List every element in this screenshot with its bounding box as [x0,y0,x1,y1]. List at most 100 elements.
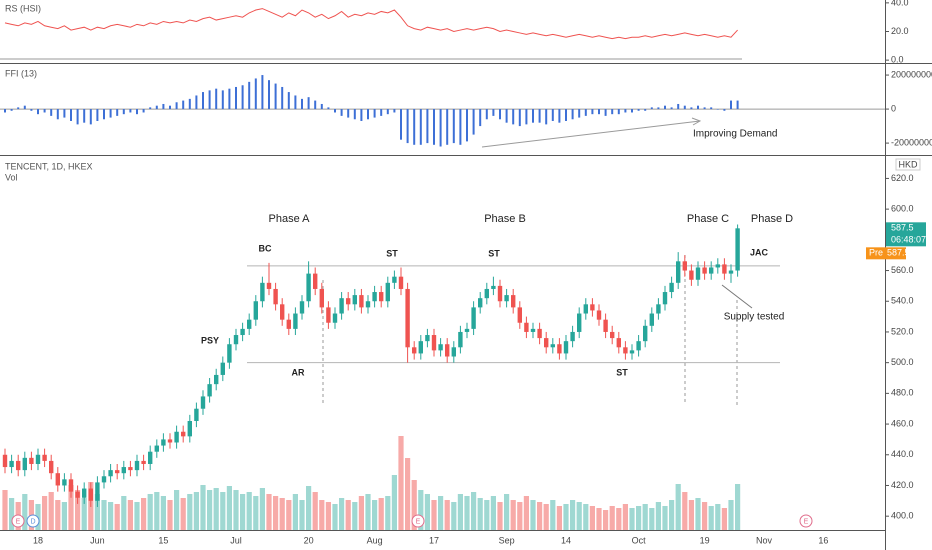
volume-bar [200,485,206,530]
volume-bar [523,496,529,530]
x-tick-label: Jun [90,535,105,545]
ffi-bar [505,109,508,123]
candle-body [478,298,483,308]
annotation: ST [488,248,500,258]
annotation: Improving Demand [693,129,777,140]
volume-bar [160,496,166,530]
volume-bar [319,500,325,530]
volume-bar [655,502,661,530]
volume-bar [735,484,741,530]
volume-bar [662,506,668,530]
ffi-bar [76,109,79,125]
candle-body [207,384,212,397]
candle-body [676,261,681,283]
volume-bar [180,498,186,530]
candle-body [134,460,140,471]
volume-bar [127,500,133,530]
candle-body [709,267,714,274]
volume-bar [708,506,714,530]
volume-bar [616,508,622,530]
candle-body [524,322,529,332]
ffi-bar [512,109,515,125]
volume-bar [636,506,642,530]
currency: HKD [898,159,918,169]
event-label: D [30,518,35,525]
candle-body [273,288,278,305]
volume-bar [193,492,199,530]
event-icon [11,514,25,528]
volume-bar [134,502,140,530]
volume-bar [715,504,721,530]
candle-body [458,331,463,348]
volume-bar [629,508,635,530]
volume-bar [48,492,54,530]
ffi-bar [228,88,231,110]
volume-bar [398,436,404,530]
candle-body [220,362,225,375]
volume-bar [431,500,437,530]
premarket-price: 587.5 [887,248,910,258]
event-label: E [804,518,809,525]
ffi-bar [723,109,726,111]
volume-bar [497,502,503,530]
candle-body [82,488,87,498]
ffi-bar [182,100,185,110]
volume-bar [622,504,628,530]
currency-box [895,158,921,171]
volume-bar [649,508,655,530]
ffi-bar [558,109,561,123]
ffi-bar [433,109,435,145]
volume-bar [510,500,516,530]
candle-body [128,467,133,471]
candle-body [438,344,443,351]
candle-body [174,431,179,443]
ffi-bar [499,109,501,120]
candle-body [412,347,417,354]
candle-body [530,328,536,332]
volume-bar [411,480,417,530]
candle-body [121,467,126,474]
candle-body [181,431,186,437]
volume-bar [438,496,444,530]
candle-body [623,347,628,354]
candle-body [247,319,252,329]
ffi-bar [703,107,706,110]
x-tick-label: Jul [230,535,242,545]
ffi-bar [492,109,495,116]
annotation: JAC [750,247,769,257]
candle-body [115,470,120,474]
ffi-bar [730,100,732,110]
countdown: 06:48:07 [891,235,926,245]
candle-body [306,273,311,302]
candle-body [431,335,437,351]
volume-bar [213,488,219,530]
volume-bar [207,490,213,530]
candle-body [227,344,232,363]
volume-bar [576,502,582,530]
volume-bar [504,494,510,530]
premarket-label: Pre [869,248,883,258]
ffi-bar [598,109,600,115]
candle-body [187,420,192,437]
candle-body [154,445,159,452]
candle-body [379,292,384,302]
ffi-bar [254,78,257,110]
volume-bar [306,486,312,530]
volume-bar [609,506,615,530]
candle-body [319,288,324,308]
candle-body [504,295,509,302]
rs-title: RS (HSI) [5,3,41,13]
ffi-bar [149,107,152,110]
ffi-bar [142,109,145,113]
candle-body [643,325,648,342]
volume-bar [365,494,371,530]
volume-bar [543,504,549,530]
volume-bar [695,498,701,530]
candle-body [563,341,569,354]
candle-body [392,276,397,283]
volume-bar [279,498,285,530]
candle-body [95,482,100,501]
candle-body [603,319,608,332]
ffi-bar [274,83,277,110]
volume-bar [583,504,589,530]
